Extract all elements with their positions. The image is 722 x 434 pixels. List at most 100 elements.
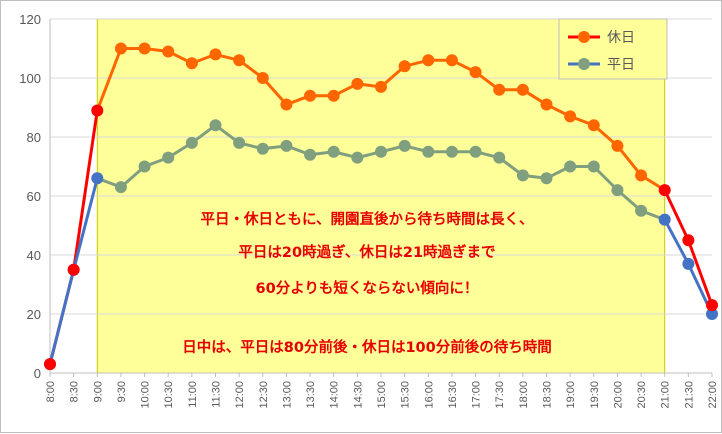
series-holiday-point [564, 110, 577, 123]
legend-holiday-marker [578, 31, 590, 43]
annotation-line-2: 平日は20時過ぎ、休日は21時過ぎまで [238, 243, 495, 261]
legend-weekday-label: 平日 [607, 57, 635, 73]
x-tick-label: 16:30 [447, 381, 459, 409]
series-holiday-point [682, 234, 695, 247]
series-weekday-point [185, 136, 198, 149]
y-tick-label: 60 [27, 189, 41, 204]
series-holiday-point [658, 184, 671, 197]
series-weekday-point [162, 151, 175, 164]
series-holiday-point [587, 119, 600, 132]
series-weekday-point [398, 139, 411, 152]
y-tick-label: 100 [19, 71, 41, 86]
series-weekday-point [256, 142, 269, 155]
series-weekday-point [445, 145, 458, 158]
x-tick-label: 22:00 [707, 381, 719, 409]
x-tick-label: 14:30 [352, 381, 364, 409]
series-weekday-point [114, 181, 127, 194]
series-weekday-point [564, 160, 577, 173]
series-weekday-point [706, 308, 718, 320]
x-tick-label: 13:30 [305, 381, 317, 409]
x-tick-label: 20:30 [636, 381, 648, 409]
series-weekday-point [587, 160, 600, 173]
x-tick-label: 16:00 [423, 381, 435, 409]
annotation-line-1: 平日・休日ともに、開園直後から待ち時間は長く、 [200, 210, 533, 228]
series-holiday-point [44, 358, 56, 371]
series-holiday-point [706, 299, 718, 312]
annotation-line-3: 60分よりも短くならない傾向に！ [256, 279, 479, 297]
x-tick-label: 8:00 [45, 381, 57, 402]
series-weekday-point [209, 119, 222, 132]
series-holiday-line-end [663, 189, 714, 306]
series-weekday-point [280, 139, 293, 152]
y-tick-label: 80 [27, 130, 41, 145]
legend-box [558, 18, 668, 80]
x-tick-label: 17:00 [471, 381, 483, 409]
series-holiday-point [185, 57, 198, 70]
series-weekday-point [540, 172, 553, 185]
series-weekday-point [304, 148, 317, 161]
legend: 休日 平日 [558, 18, 668, 80]
annotation-line-4: 日中は、平日は80分前後・休日は100分前後の待ち時間 [182, 338, 551, 356]
series-weekday-point [682, 257, 695, 270]
x-tick-label: 17:30 [494, 381, 506, 409]
x-tick-label: 14:00 [329, 381, 341, 409]
x-tick-label: 9:30 [116, 381, 128, 402]
series-holiday-point [327, 89, 340, 102]
y-tick-label: 20 [27, 307, 41, 322]
series-holiday-point [304, 89, 317, 102]
x-tick-label: 20:00 [612, 381, 624, 409]
series-holiday-point [540, 98, 553, 111]
series-holiday-point [67, 263, 80, 276]
series-holiday-point [445, 54, 458, 67]
x-tick-label: 21:30 [683, 381, 695, 409]
series-weekday-point [422, 145, 435, 158]
x-tick-label: 18:30 [542, 381, 554, 409]
x-tick-label: 19:30 [589, 381, 601, 409]
x-tick-label: 10:30 [163, 381, 175, 409]
series-weekday-point [375, 145, 387, 158]
series-holiday-point [114, 42, 127, 55]
series-weekday-point [233, 136, 246, 149]
x-tick-label: 9:00 [92, 381, 104, 402]
x-tick-label: 19:00 [565, 381, 577, 409]
series-holiday-point [469, 66, 482, 79]
series-weekday-point [635, 204, 648, 217]
series-holiday-point [493, 83, 506, 96]
series-weekday-point [469, 145, 482, 158]
x-tick-label: 11:30 [211, 381, 223, 408]
series-weekday-point [493, 151, 506, 164]
series-holiday-point [162, 45, 175, 58]
series-holiday-point [516, 83, 529, 96]
x-tick-label: 8:30 [69, 381, 81, 402]
x-tick-label: 12:30 [258, 381, 270, 409]
series-holiday-point [138, 42, 151, 55]
y-tick-label: 0 [34, 366, 41, 381]
x-tick-label: 11:00 [187, 381, 199, 408]
series-weekday-point [351, 151, 364, 164]
x-tick-label: 13:00 [281, 381, 293, 409]
series-holiday-point [351, 77, 364, 90]
series-holiday-point [611, 139, 624, 152]
series-holiday-point [91, 104, 104, 117]
x-tick-label: 12:00 [234, 381, 246, 409]
legend-weekday-marker [578, 58, 590, 70]
series-weekday-point [658, 213, 671, 226]
x-tick-label: 15:30 [400, 381, 412, 409]
x-tick-label: 21:00 [660, 381, 672, 409]
series-holiday-point [375, 80, 387, 93]
series-holiday-point [233, 54, 246, 67]
series-weekday-point [138, 160, 151, 173]
y-tick-label: 120 [19, 12, 41, 27]
series-holiday-point [280, 98, 293, 111]
series-holiday-line-start [48, 110, 99, 365]
series-holiday-point [635, 169, 648, 182]
series-holiday-point [422, 54, 435, 67]
series-weekday-point [91, 172, 104, 185]
series-holiday-point [256, 72, 269, 84]
series-holiday-point [209, 48, 222, 61]
y-tick-label: 40 [27, 248, 41, 263]
x-tick-label: 15:00 [376, 381, 388, 409]
series-weekday-point [327, 145, 340, 158]
